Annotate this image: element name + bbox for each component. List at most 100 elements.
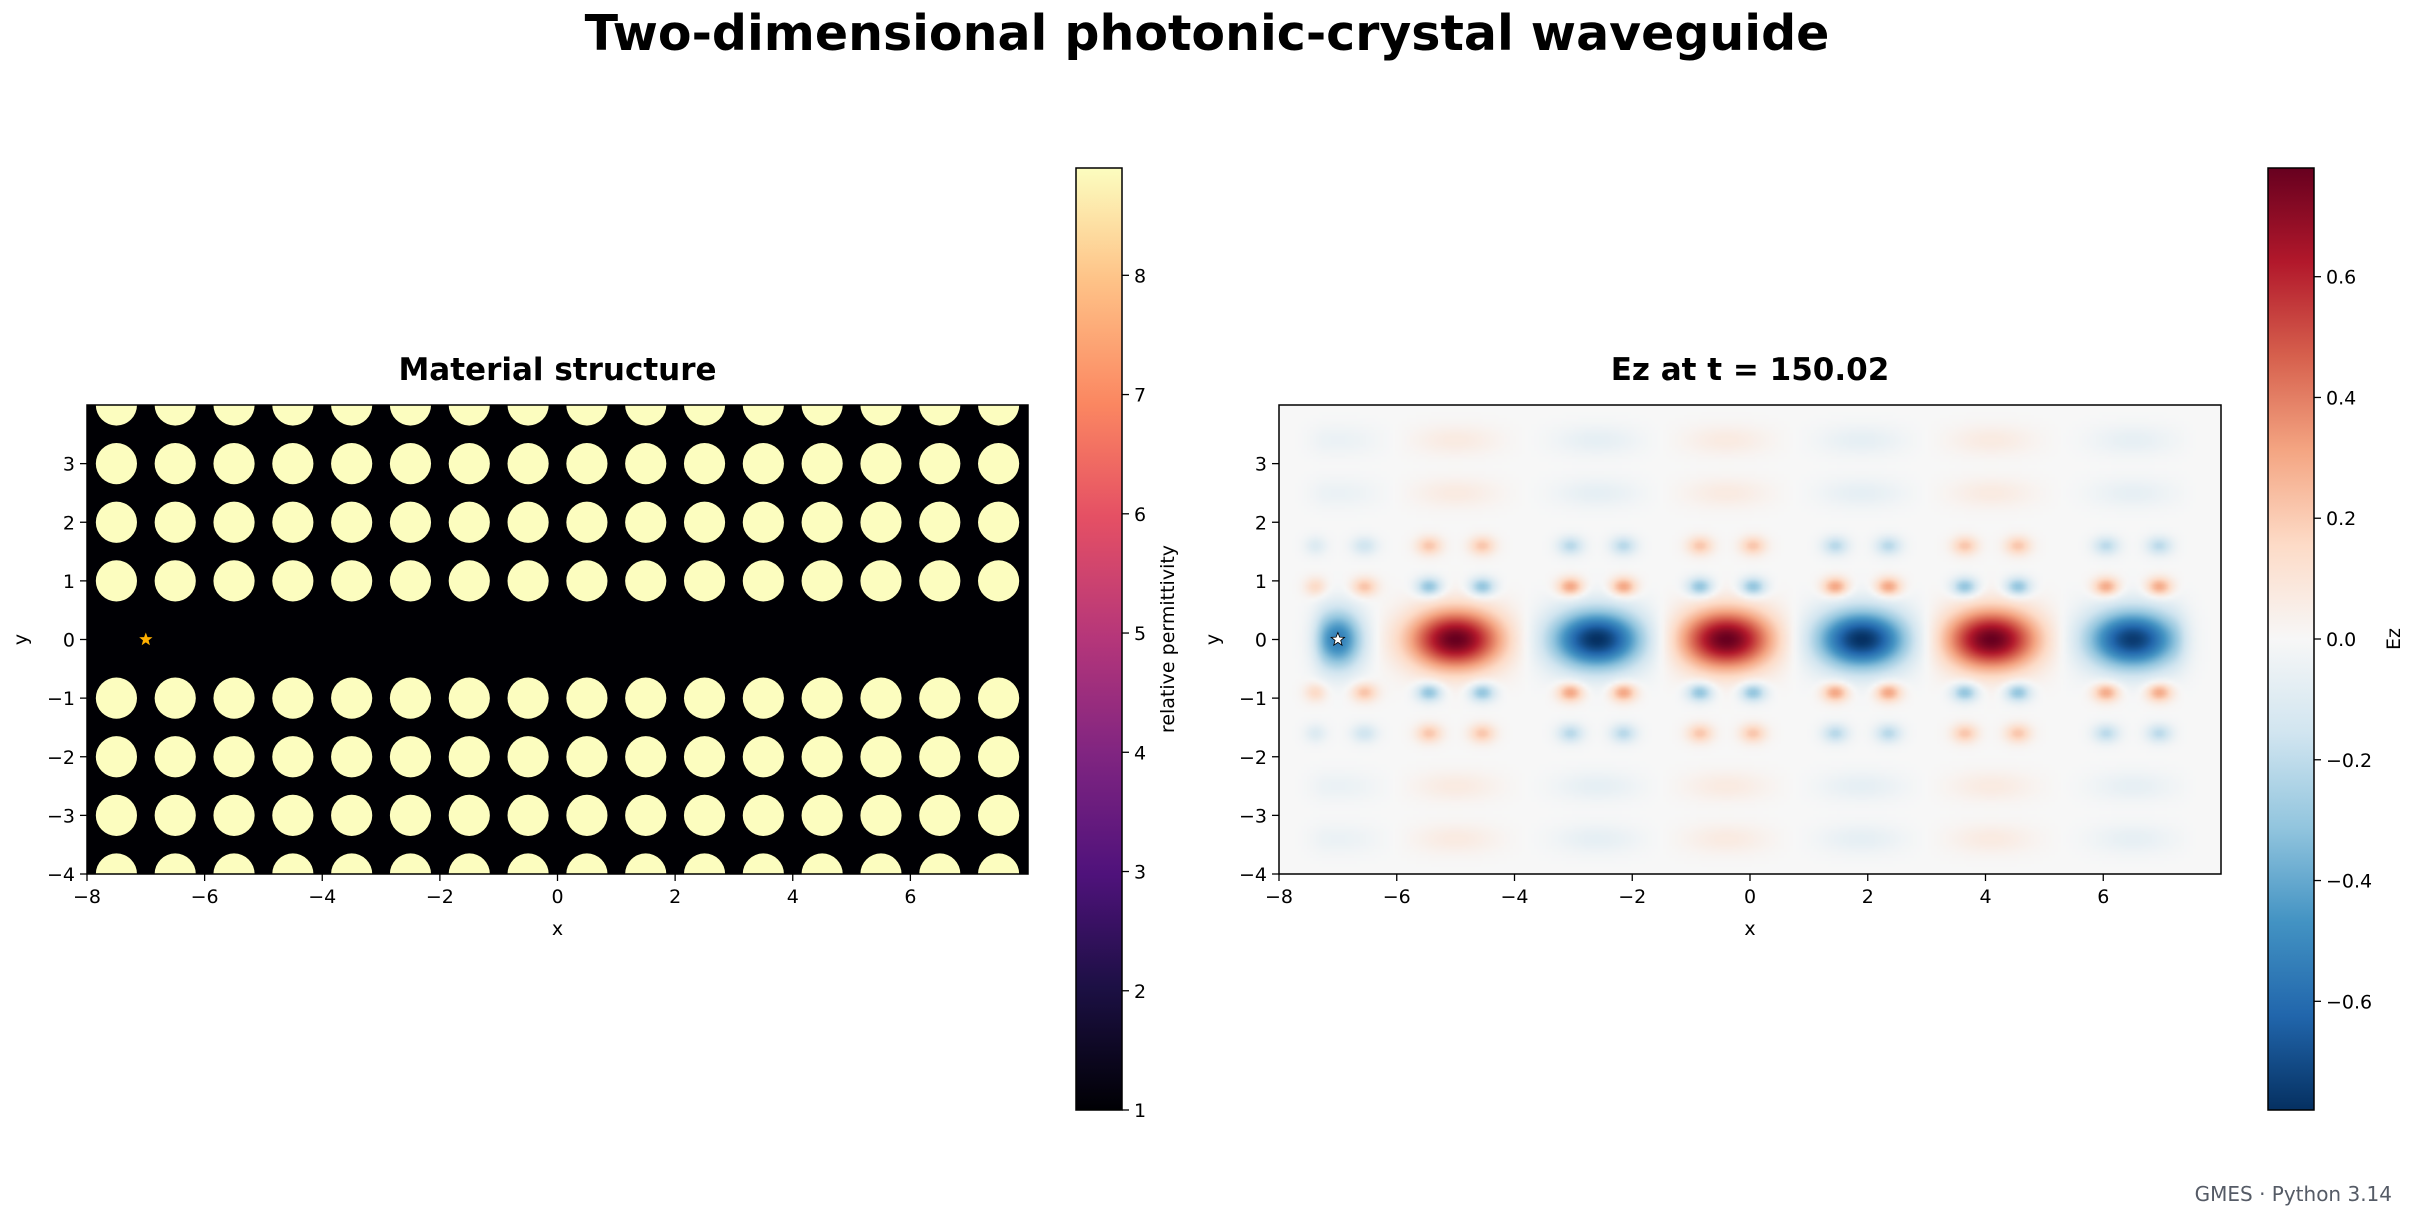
- background-region: [87, 405, 1028, 874]
- dielectric-rod: [742, 443, 784, 485]
- dielectric-rod: [978, 560, 1020, 602]
- axes-title: Material structure: [398, 352, 716, 388]
- y-tick-label: −3: [1239, 805, 1267, 827]
- dielectric-rod: [389, 853, 432, 874]
- dielectric-rod: [448, 794, 490, 836]
- dielectric-rod: [566, 405, 608, 426]
- dielectric-rod: [448, 405, 490, 426]
- dielectric-rod: [566, 794, 608, 836]
- dielectric-rod: [683, 501, 726, 543]
- dielectric-rod: [566, 736, 608, 778]
- dielectric-rod: [978, 677, 1020, 719]
- dielectric-rod: [95, 560, 137, 602]
- x-tick-label: 6: [904, 886, 916, 908]
- dielectric-rod: [860, 794, 902, 836]
- dielectric-rod: [331, 501, 373, 543]
- y-tick-label: −4: [47, 864, 75, 886]
- x-tick-label: 0: [1744, 886, 1756, 908]
- dielectric-rod: [95, 736, 137, 778]
- dielectric-rod: [389, 501, 432, 543]
- x-tick-label: 4: [787, 886, 799, 908]
- dielectric-rod: [919, 677, 961, 719]
- y-tick-label: 1: [63, 571, 75, 593]
- dielectric-rod: [213, 677, 255, 719]
- dielectric-rod: [272, 501, 314, 543]
- dielectric-rod: [154, 405, 196, 426]
- dielectric-rod: [507, 501, 549, 543]
- dielectric-rod: [625, 443, 667, 485]
- dielectric-rod: [566, 443, 608, 485]
- material-structure-panel: Material structure −8 −6 −4 −2 0 2 4 6 −4 −3 −2 −1 0 1…: [10, 167, 1179, 1122]
- dielectric-rod: [801, 560, 843, 602]
- dielectric-rod: [154, 736, 196, 778]
- y-tick-label: −2: [1239, 747, 1267, 769]
- x-tick-label: −2: [426, 886, 454, 908]
- dielectric-rod: [272, 794, 314, 836]
- dielectric-rod: [978, 501, 1020, 543]
- colorbar-tick-label: 4: [1134, 742, 1146, 764]
- y-tick-label: −2: [47, 747, 75, 769]
- dielectric-rod: [95, 501, 137, 543]
- dielectric-rod: [742, 853, 784, 874]
- x-tick-label: −4: [308, 886, 336, 908]
- x-tick-label: 2: [1862, 886, 1874, 908]
- dielectric-rod: [919, 736, 961, 778]
- dielectric-rod: [272, 736, 314, 778]
- dielectric-rod: [978, 736, 1020, 778]
- colorbar-tick-label: −0.6: [2326, 991, 2372, 1013]
- figure-title: Two-dimensional photonic-crystal wavegui…: [584, 5, 1830, 62]
- y-tick-label: 1: [1255, 571, 1267, 593]
- x-tick-label: −8: [1265, 886, 1293, 908]
- y-axis-label: y: [10, 634, 32, 645]
- dielectric-rod: [213, 736, 255, 778]
- dielectric-rod: [801, 853, 843, 874]
- dielectric-rod: [860, 677, 902, 719]
- dielectric-rod: [507, 405, 549, 426]
- dielectric-rod: [389, 736, 432, 778]
- dielectric-rod: [448, 560, 490, 602]
- dielectric-rod: [625, 560, 667, 602]
- dielectric-rod: [507, 853, 549, 874]
- x-tick-label: −2: [1618, 886, 1646, 908]
- y-tick-label: 2: [1255, 512, 1267, 534]
- dielectric-rod: [448, 443, 490, 485]
- colorbar-tick-label: 0.6: [2326, 267, 2356, 289]
- dielectric-rod: [801, 501, 843, 543]
- dielectric-rod: [95, 443, 137, 485]
- colorbar-label: Ez: [2383, 628, 2405, 650]
- dielectric-rod: [919, 405, 961, 426]
- dielectric-rod: [213, 853, 255, 874]
- x-tick-label: −6: [1383, 886, 1411, 908]
- dielectric-rod: [683, 443, 726, 485]
- dielectric-rod: [272, 560, 314, 602]
- y-tick-label: −3: [47, 805, 75, 827]
- dielectric-rod: [566, 853, 608, 874]
- dielectric-rod: [860, 501, 902, 543]
- dielectric-rod: [331, 405, 373, 426]
- colorbar: [2267, 167, 2315, 1111]
- dielectric-rod: [331, 736, 373, 778]
- dielectric-rod: [95, 794, 137, 836]
- dielectric-rod: [919, 560, 961, 602]
- dielectric-rod: [801, 794, 843, 836]
- dielectric-rod: [331, 853, 373, 874]
- dielectric-rod: [978, 405, 1020, 426]
- dielectric-rod: [801, 677, 843, 719]
- dielectric-rod: [919, 794, 961, 836]
- dielectric-rod: [919, 853, 961, 874]
- colorbar-tick-label: 0.0: [2326, 629, 2356, 651]
- y-axis-label: y: [1202, 634, 1224, 645]
- x-tick-label: 6: [2097, 886, 2109, 908]
- dielectric-rod: [978, 443, 1020, 485]
- ez-field-panel: Ez at t = 150.02 −8 −6 −4 −2 0 2 4 6 −4 −3 −2 −1 0 1 2 3…: [1202, 167, 2405, 1111]
- dielectric-rod: [507, 560, 549, 602]
- dielectric-rod: [860, 736, 902, 778]
- dielectric-rod: [625, 853, 667, 874]
- colorbar-tick-label: 3: [1134, 862, 1146, 884]
- dielectric-rod: [625, 794, 667, 836]
- dielectric-rod: [507, 736, 549, 778]
- dielectric-rod: [448, 501, 490, 543]
- dielectric-rod: [95, 677, 137, 719]
- colorbar-tick-label: 6: [1134, 504, 1146, 526]
- colorbar-tick-label: 5: [1134, 623, 1146, 645]
